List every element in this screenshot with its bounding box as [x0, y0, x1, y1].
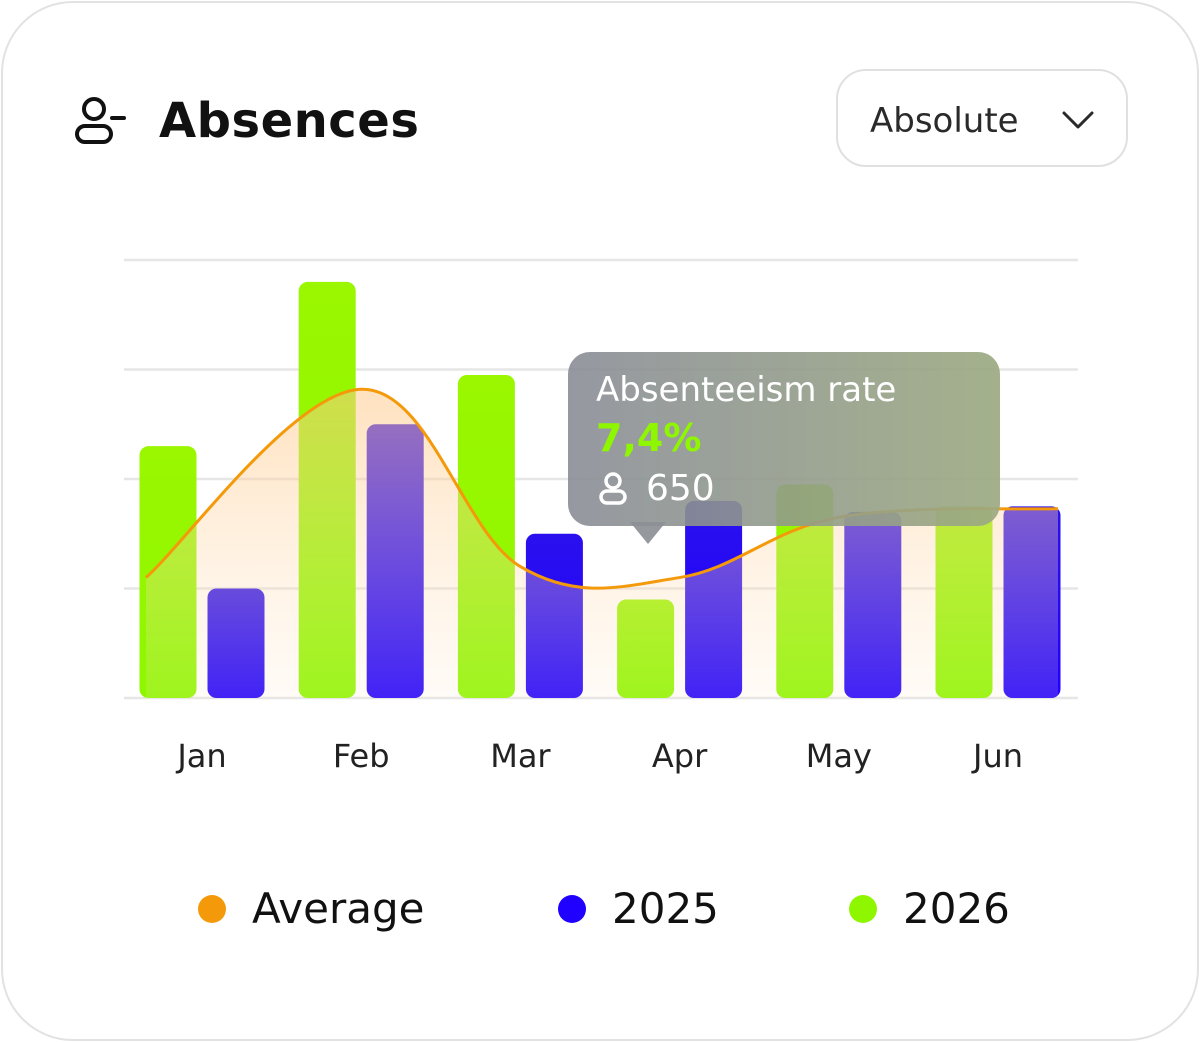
x-tick-label: Apr: [652, 737, 708, 775]
x-tick-label: Jan: [175, 737, 226, 775]
legend-dot-average: [198, 895, 226, 923]
legend-label: 2026: [903, 884, 1010, 933]
legend-item-2025[interactable]: 2025: [558, 884, 719, 934]
chart-tooltip: Absenteeism rate 7,4% 650: [568, 352, 1000, 526]
tooltip-pointer: [630, 522, 666, 544]
page-title: Absences: [159, 93, 420, 149]
x-tick-label: Feb: [333, 737, 390, 775]
x-tick-label: Mar: [490, 737, 551, 775]
legend-item-average[interactable]: Average: [198, 884, 424, 934]
legend-dot-2025: [558, 895, 586, 923]
legend-item-2026[interactable]: 2026: [849, 884, 1010, 934]
legend-dot-2026: [849, 895, 877, 923]
average-area: [146, 389, 1058, 698]
chevron-down-icon: [1062, 111, 1094, 129]
dropdown-selected-value: Absolute: [870, 101, 1019, 141]
legend-label: 2025: [612, 884, 719, 933]
x-tick-label: Jun: [971, 737, 1023, 775]
legend-label: Average: [252, 884, 425, 933]
user-minus-icon: [75, 97, 126, 144]
tooltip-title: Absenteeism rate: [596, 370, 897, 410]
tooltip-count: 650: [646, 468, 715, 509]
mode-dropdown[interactable]: Absolute: [836, 69, 1128, 167]
tooltip-value: 7,4%: [596, 416, 702, 460]
user-icon: [599, 472, 627, 505]
x-tick-label: May: [806, 737, 872, 775]
